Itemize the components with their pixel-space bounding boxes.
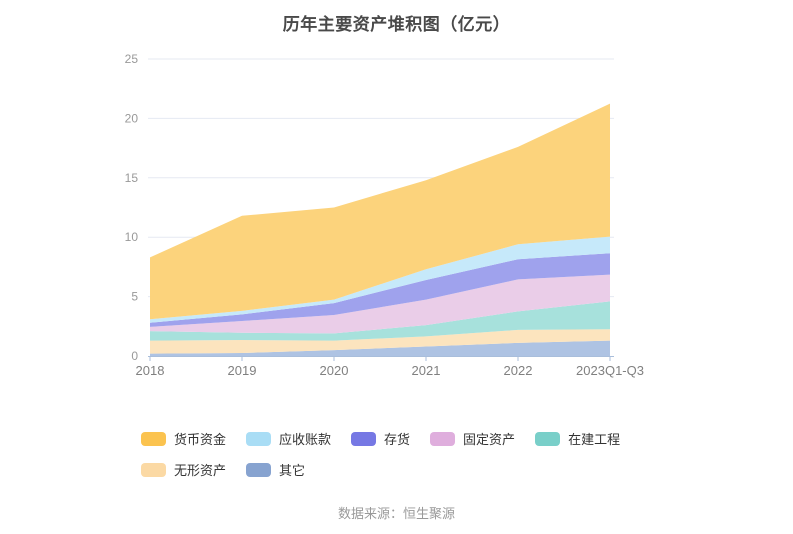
legend-item-inventory[interactable]: 存货 [351, 429, 410, 448]
x-axis-label: 2018 [136, 363, 165, 378]
legend-label: 在建工程 [568, 432, 621, 447]
legend-item-construction-in-progress[interactable]: 在建工程 [535, 429, 620, 448]
legend-item-monetary-funds[interactable]: 货币资金 [141, 429, 226, 448]
legend-swatch-other [246, 462, 272, 477]
y-axis-label: 15 [125, 171, 139, 185]
legend-label: 无形资产 [174, 463, 227, 478]
y-axis-label: 25 [125, 52, 139, 66]
legend-label: 货币资金 [174, 432, 227, 447]
x-axis-label: 2019 [228, 363, 257, 378]
area-series-fixed-assets[interactable] [150, 274, 610, 334]
legend-item-other[interactable]: 其它 [246, 460, 305, 479]
legend-label: 应收账款 [279, 432, 332, 447]
chart-title: 历年主要资产堆积图（亿元） [282, 15, 511, 34]
legend-item-accounts-receivable[interactable]: 应收账款 [246, 429, 331, 448]
legend-swatch-fixed-assets [430, 431, 456, 446]
area-series-monetary-funds[interactable] [150, 103, 610, 320]
x-axis-label: 2023Q1-Q3 [576, 363, 644, 378]
y-axis-label: 5 [131, 290, 138, 304]
area-series-inventory[interactable] [150, 253, 610, 327]
x-axis-label: 2021 [412, 363, 441, 378]
legend-swatch-construction-in-progress [535, 431, 561, 446]
x-axis-label: 2020 [320, 363, 349, 378]
legend-swatch-monetary-funds [141, 431, 166, 446]
area-series-construction-in-progress[interactable] [150, 301, 610, 341]
x-axis-label: 2022 [504, 363, 533, 378]
y-axis-label: 20 [125, 111, 139, 125]
chart-legend: 货币资金 应收账款 存货 固定资产 在建工程无形资产 其它 [141, 429, 686, 491]
y-axis-label: 0 [131, 349, 138, 363]
legend-label: 存货 [384, 432, 411, 447]
legend-item-fixed-assets[interactable]: 固定资产 [430, 429, 515, 448]
y-axis-label: 10 [125, 230, 139, 244]
legend-swatch-intangible-assets [141, 462, 166, 477]
legend-label: 固定资产 [463, 432, 516, 447]
legend-swatch-accounts-receivable [246, 431, 272, 446]
area-series-accounts-receivable[interactable] [150, 236, 610, 323]
area-series-other[interactable] [150, 340, 610, 356]
area-series-intangible-assets[interactable] [150, 329, 610, 354]
legend-swatch-inventory [351, 431, 377, 446]
data-source-note: 数据来源：恒生聚源 [337, 506, 455, 521]
legend-item-intangible-assets[interactable]: 无形资产 [141, 460, 226, 479]
legend-label: 其它 [279, 463, 306, 478]
